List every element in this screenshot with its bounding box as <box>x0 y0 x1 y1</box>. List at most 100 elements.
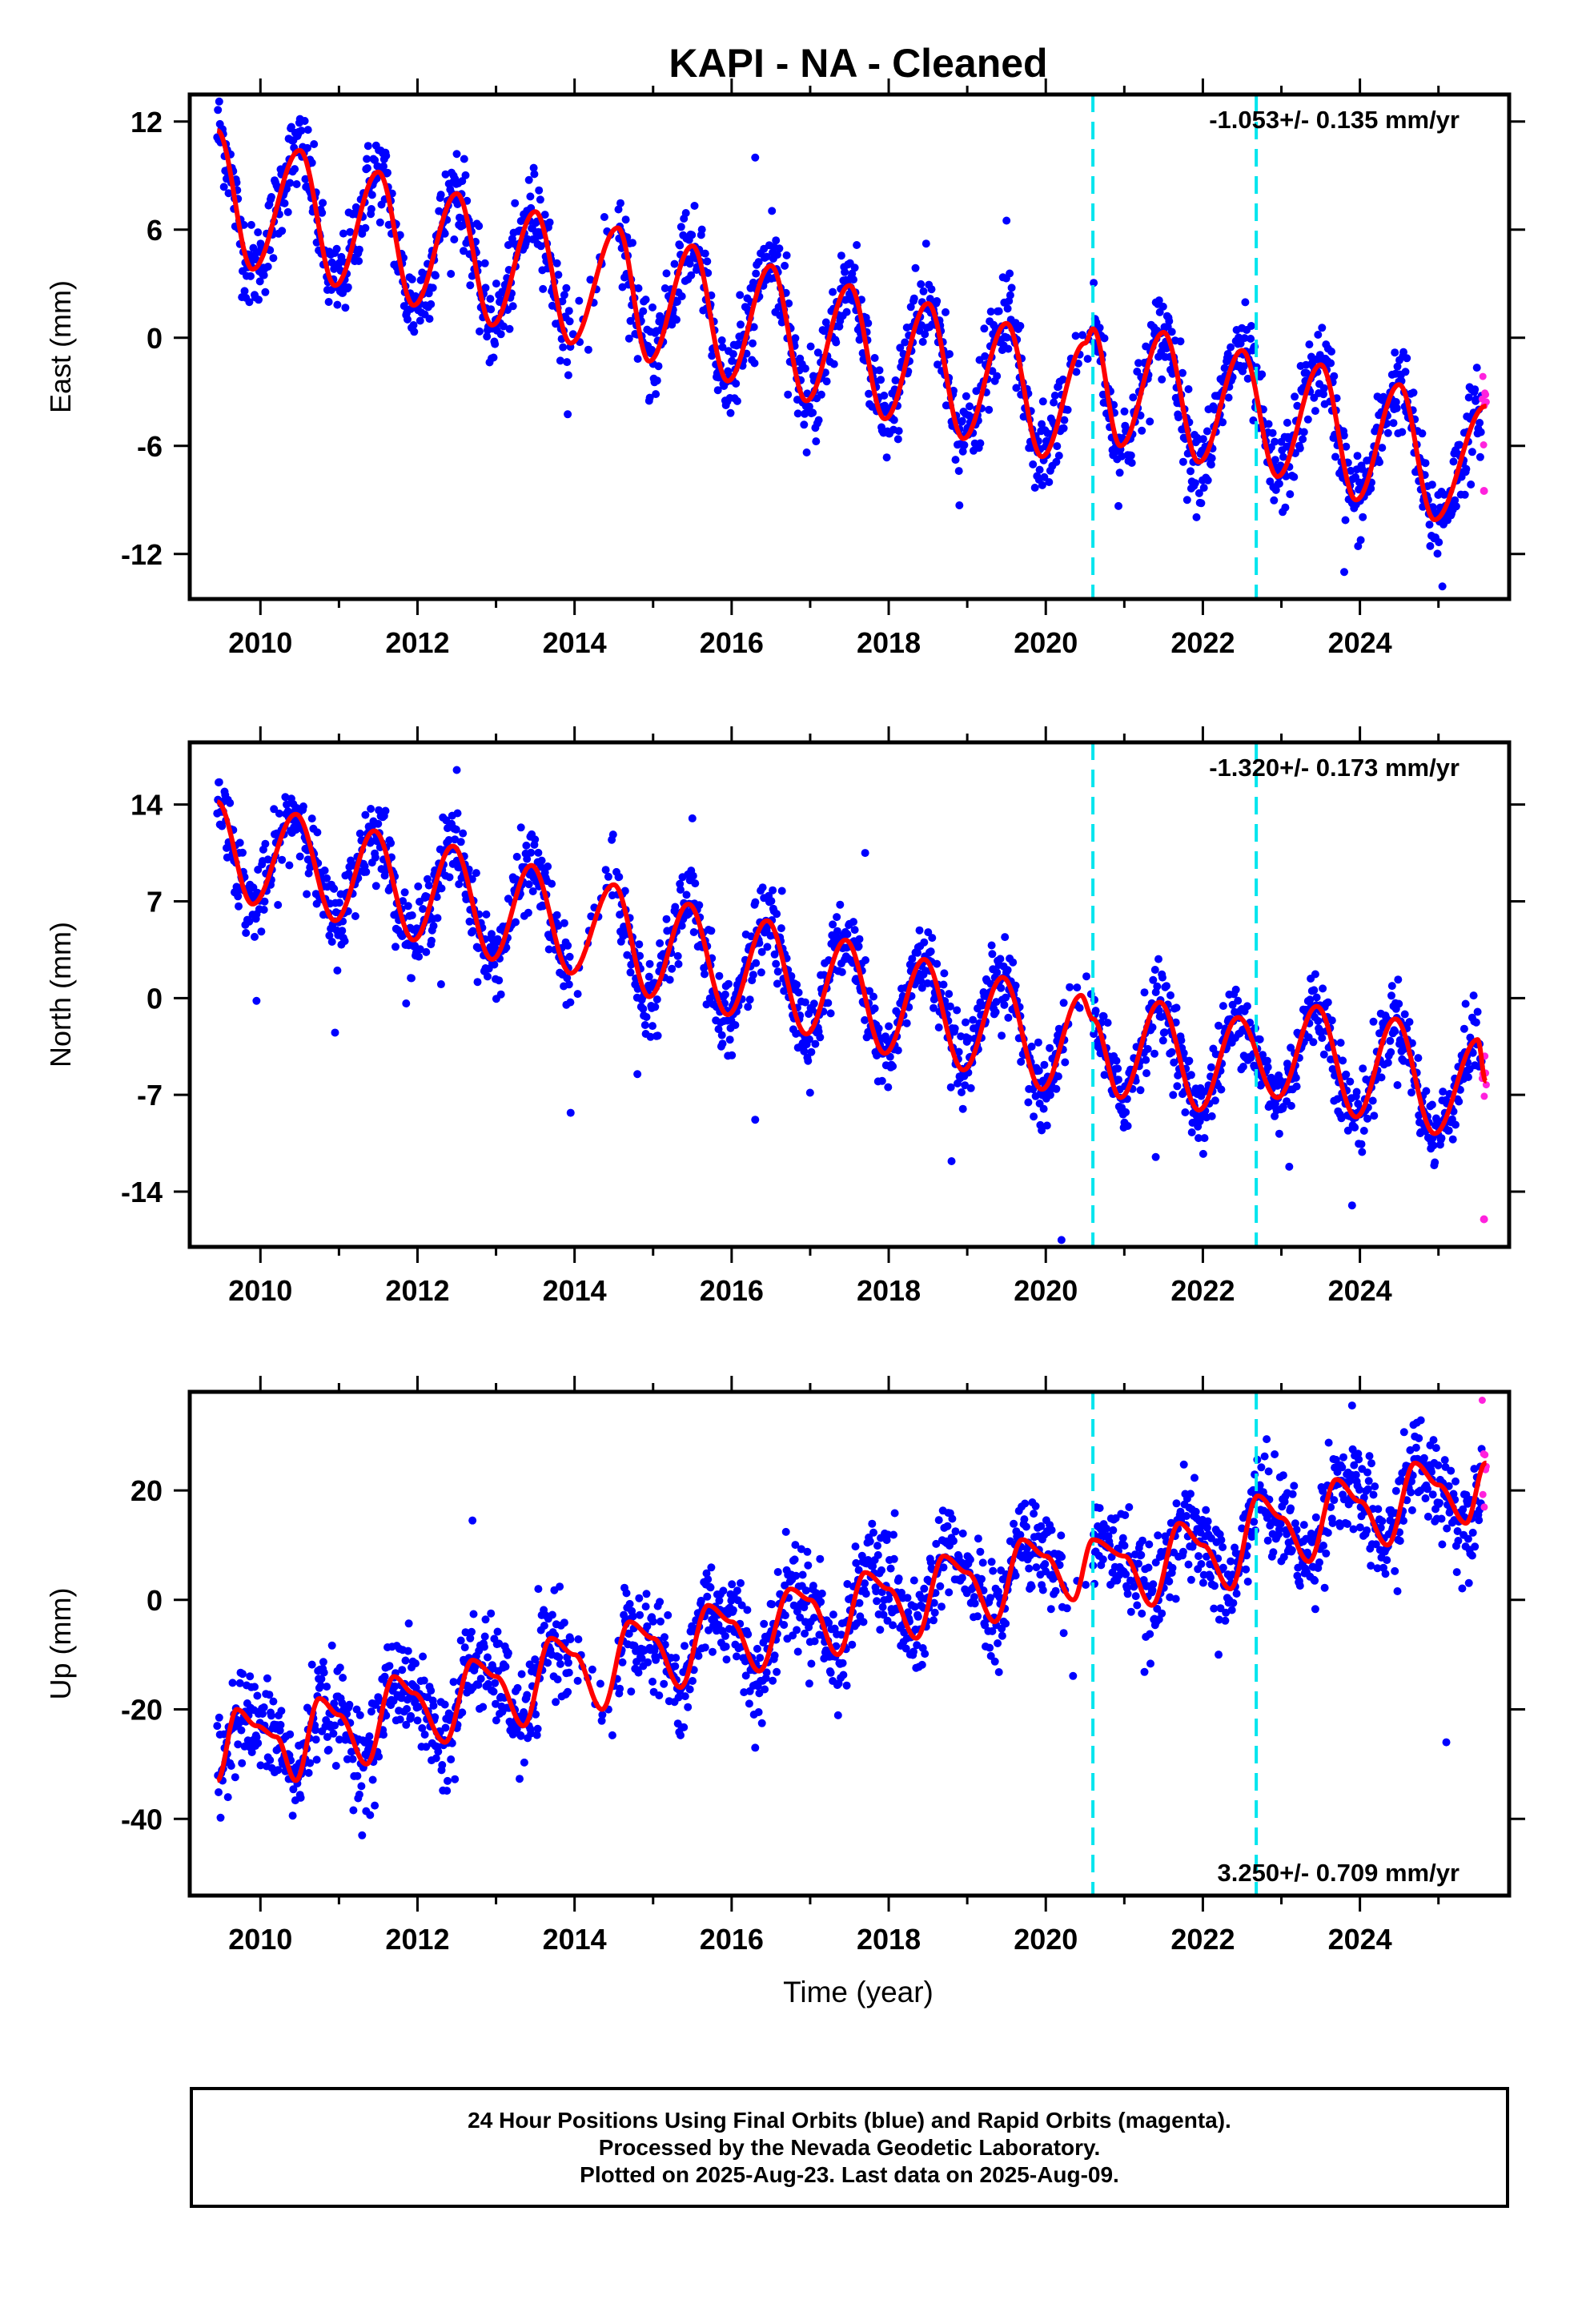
y-tick-label: 0 <box>147 982 163 1015</box>
final-orbit-point <box>235 1679 244 1687</box>
final-orbit-point <box>721 1642 730 1651</box>
final-orbit-point <box>682 891 691 899</box>
final-orbit-point <box>750 359 759 368</box>
final-orbit-point <box>1393 362 1402 371</box>
final-orbit-point <box>703 1592 712 1601</box>
final-orbit-point <box>894 427 903 436</box>
outlier-point <box>331 1028 339 1037</box>
final-orbit-point <box>943 1522 952 1530</box>
final-orbit-point <box>885 1022 893 1031</box>
final-orbit-point <box>436 191 445 199</box>
final-orbit-point <box>382 151 391 160</box>
final-orbit-point <box>410 328 419 336</box>
final-orbit-point <box>1114 501 1122 510</box>
final-orbit-point <box>987 1558 996 1566</box>
final-orbit-point <box>1002 1619 1010 1628</box>
final-orbit-point <box>560 1618 568 1627</box>
final-orbit-point <box>460 1643 469 1652</box>
final-orbit-point <box>728 356 737 365</box>
final-orbit-point <box>1006 269 1014 278</box>
final-orbit-point <box>1343 1126 1352 1135</box>
final-orbit-point <box>901 338 909 347</box>
final-orbit-point <box>346 227 355 236</box>
final-orbit-point <box>283 800 291 809</box>
final-orbit-point <box>721 1631 729 1640</box>
final-orbit-point <box>926 1558 935 1566</box>
final-orbit-point <box>639 1004 648 1013</box>
final-orbit-point <box>235 838 244 847</box>
final-orbit-point <box>707 1563 716 1572</box>
final-orbit-point <box>382 1711 391 1720</box>
final-orbit-point <box>848 1640 857 1649</box>
y-tick-label: -14 <box>121 1176 163 1208</box>
final-orbit-point <box>781 261 789 270</box>
final-orbit-point <box>719 1586 728 1595</box>
final-orbit-point <box>306 1759 315 1767</box>
final-orbit-point <box>1291 392 1299 401</box>
final-orbit-point <box>1030 484 1039 492</box>
final-orbit-point <box>1207 460 1215 469</box>
final-orbit-point <box>804 1056 813 1065</box>
final-orbit-point <box>1011 981 1020 990</box>
final-orbit-point <box>1241 298 1250 307</box>
final-orbit-point <box>1476 452 1484 461</box>
final-orbit-point <box>531 1655 540 1664</box>
final-orbit-point <box>853 241 861 249</box>
final-orbit-point <box>814 416 823 424</box>
final-orbit-point <box>705 994 714 1003</box>
final-orbit-point <box>773 251 781 259</box>
final-orbit-point <box>278 855 287 864</box>
final-orbit-point <box>645 959 654 968</box>
final-orbit-point <box>773 1568 782 1576</box>
final-orbit-point <box>544 945 553 954</box>
final-orbit-point <box>527 1729 536 1738</box>
final-orbit-point <box>652 995 661 1003</box>
final-orbit-point <box>414 882 423 891</box>
final-orbit-point <box>277 1707 286 1715</box>
final-orbit-point <box>701 249 709 258</box>
final-orbit-point <box>1336 1039 1345 1047</box>
final-orbit-point <box>1409 388 1418 397</box>
final-orbit-point <box>704 268 713 277</box>
final-orbit-point <box>473 978 482 987</box>
final-orbit-point <box>677 886 685 894</box>
final-orbit-point <box>564 307 573 316</box>
final-orbit-point <box>1112 1056 1121 1065</box>
chart-title: KAPI - NA - Cleaned <box>669 41 1047 86</box>
final-orbit-point <box>1439 1088 1447 1096</box>
final-orbit-point <box>816 1554 825 1563</box>
final-orbit-point <box>536 862 545 871</box>
final-orbit-point <box>656 1598 665 1606</box>
final-orbit-point <box>1215 1021 1223 1030</box>
final-orbit-point <box>1038 480 1046 489</box>
final-orbit-point <box>1312 993 1321 1002</box>
final-orbit-point <box>1293 401 1302 410</box>
final-orbit-point <box>465 917 474 926</box>
final-orbit-point <box>1387 991 1395 1000</box>
final-orbit-point <box>1433 549 1442 558</box>
final-orbit-point <box>331 1762 340 1770</box>
final-orbit-point <box>972 387 981 396</box>
final-orbit-point <box>651 1003 660 1011</box>
final-orbit-point <box>489 1687 498 1696</box>
final-orbit-point <box>674 1693 683 1702</box>
final-orbit-point <box>307 1660 316 1669</box>
final-orbit-point <box>367 191 376 199</box>
final-orbit-point <box>449 1678 458 1687</box>
final-orbit-point <box>330 884 339 893</box>
final-orbit-point <box>1398 428 1407 436</box>
final-orbit-point <box>768 1600 777 1609</box>
final-orbit-point <box>1455 1097 1464 1106</box>
final-orbit-point <box>958 1574 966 1582</box>
final-orbit-point <box>671 903 680 911</box>
final-orbit-point <box>1405 1018 1414 1027</box>
final-orbit-point <box>1309 1038 1318 1047</box>
final-orbit-point <box>1059 1629 1068 1638</box>
final-orbit-point <box>563 358 572 367</box>
final-orbit-point <box>986 1594 994 1602</box>
final-orbit-point <box>253 1691 262 1700</box>
final-orbit-point <box>520 1758 528 1767</box>
final-orbit-point <box>986 1643 994 1652</box>
final-orbit-point <box>1032 1563 1041 1572</box>
